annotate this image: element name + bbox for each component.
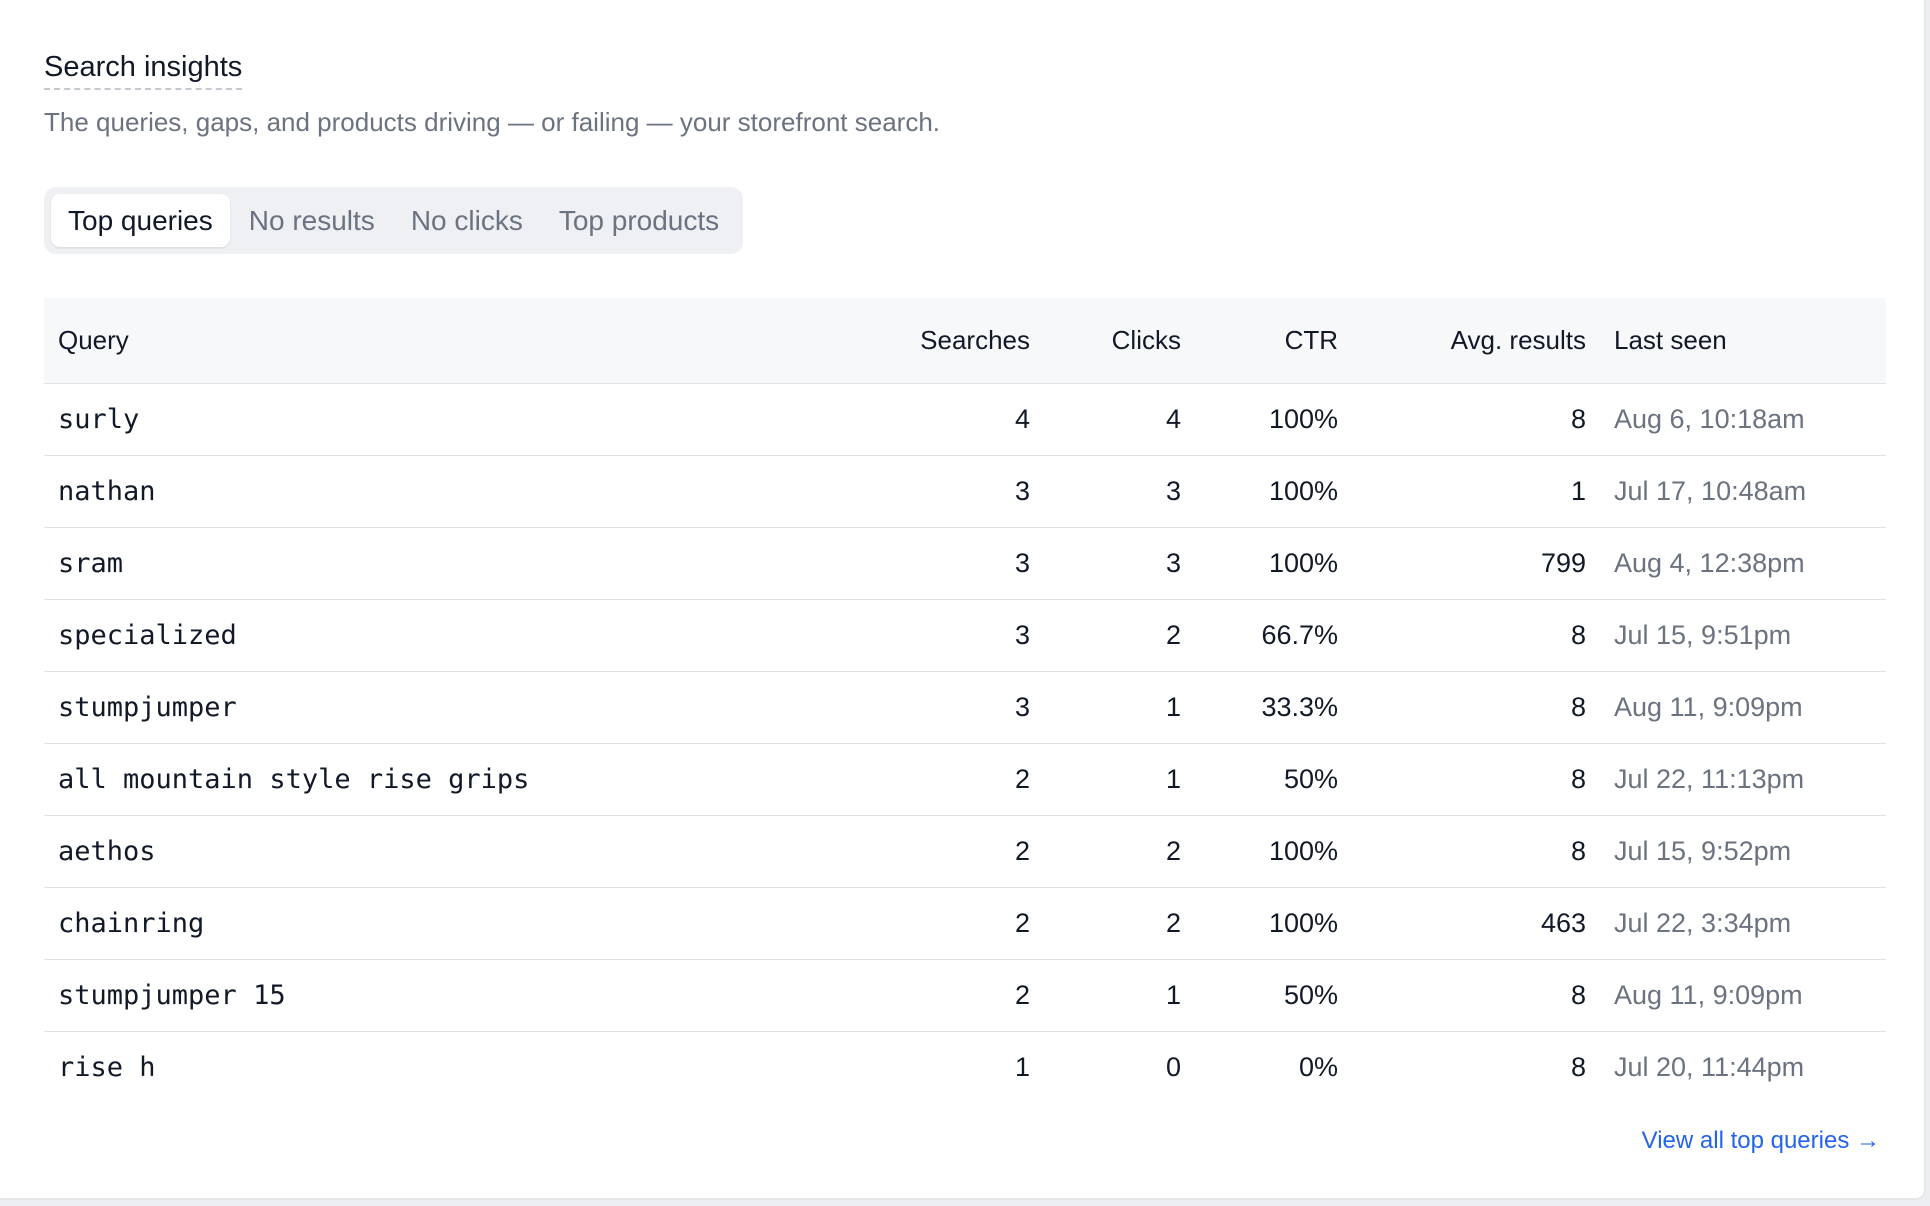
ctr-cell: 100% bbox=[1195, 887, 1352, 960]
searches-cell: 3 bbox=[813, 455, 1044, 528]
query-cell: specialized bbox=[44, 599, 813, 672]
page-subtitle: The queries, gaps, and products driving … bbox=[44, 107, 940, 137]
ctr-cell: 50% bbox=[1195, 959, 1352, 1032]
searches-cell: 2 bbox=[813, 959, 1044, 1032]
table-row[interactable]: aethos 2 2 100% 8 Jul 15, 9:52pm bbox=[44, 815, 1886, 888]
table-row[interactable]: surly 4 4 100% 8 Aug 6, 10:18am bbox=[44, 383, 1886, 456]
top-queries-table: Query Searches Clicks CTR Avg. results L… bbox=[44, 298, 1886, 1103]
searches-cell: 2 bbox=[813, 887, 1044, 960]
searches-cell: 3 bbox=[813, 527, 1044, 600]
avg-results-cell: 8 bbox=[1352, 671, 1600, 744]
clicks-cell: 3 bbox=[1044, 455, 1195, 528]
clicks-cell: 4 bbox=[1044, 383, 1195, 456]
avg-results-cell: 463 bbox=[1352, 887, 1600, 960]
avg-results-cell: 8 bbox=[1352, 383, 1600, 456]
query-cell: aethos bbox=[44, 815, 813, 888]
clicks-cell: 2 bbox=[1044, 599, 1195, 672]
query-cell: chainring bbox=[44, 887, 813, 960]
query-cell: all mountain style rise grips bbox=[44, 743, 813, 816]
ctr-cell: 100% bbox=[1195, 527, 1352, 600]
column-header-searches[interactable]: Searches bbox=[813, 298, 1044, 384]
query-cell: nathan bbox=[44, 455, 813, 528]
searches-cell: 3 bbox=[813, 599, 1044, 672]
table-row[interactable]: stumpjumper 15 2 1 50% 8 Aug 11, 9:09pm bbox=[44, 959, 1886, 1032]
column-header-clicks[interactable]: Clicks bbox=[1044, 298, 1195, 384]
clicks-cell: 1 bbox=[1044, 959, 1195, 1032]
avg-results-cell: 8 bbox=[1352, 815, 1600, 888]
table-row[interactable]: all mountain style rise grips 2 1 50% 8 … bbox=[44, 743, 1886, 816]
table-row[interactable]: rise h 1 0 0% 8 Jul 20, 11:44pm bbox=[44, 1031, 1886, 1103]
column-header-last-seen[interactable]: Last seen bbox=[1600, 298, 1886, 384]
ctr-cell: 50% bbox=[1195, 743, 1352, 816]
ctr-cell: 100% bbox=[1195, 383, 1352, 456]
searches-cell: 2 bbox=[813, 743, 1044, 816]
last-seen-cell: Aug 6, 10:18am bbox=[1600, 383, 1886, 456]
tab-top-queries[interactable]: Top queries bbox=[51, 194, 230, 247]
searches-cell: 4 bbox=[813, 383, 1044, 456]
avg-results-cell: 8 bbox=[1352, 599, 1600, 672]
table-header-row: Query Searches Clicks CTR Avg. results L… bbox=[44, 298, 1886, 384]
ctr-cell: 0% bbox=[1298, 1051, 1338, 1082]
clicks-cell: 2 bbox=[1044, 815, 1195, 888]
avg-results-cell: 8 bbox=[1570, 1051, 1586, 1082]
searches-cell: 3 bbox=[813, 671, 1044, 744]
last-seen-cell: Aug 4, 12:38pm bbox=[1600, 527, 1886, 600]
tab-no-clicks[interactable]: No clicks bbox=[410, 205, 523, 236]
last-seen-cell: Jul 17, 10:48am bbox=[1600, 455, 1886, 528]
avg-results-cell: 799 bbox=[1352, 527, 1600, 600]
avg-results-cell: 8 bbox=[1352, 959, 1600, 1032]
table-row[interactable]: nathan 3 3 100% 1 Jul 17, 10:48am bbox=[44, 455, 1886, 528]
last-seen-cell: Jul 22, 3:34pm bbox=[1600, 887, 1886, 960]
query-cell: stumpjumper 15 bbox=[44, 959, 813, 1032]
clicks-cell: 1 bbox=[1044, 671, 1195, 744]
page-title: Search insights bbox=[44, 48, 243, 90]
tab-top-products[interactable]: Top products bbox=[558, 205, 720, 236]
tab-no-results[interactable]: No results bbox=[248, 205, 375, 236]
last-seen-cell: Aug 11, 9:09pm bbox=[1600, 671, 1886, 744]
table-row[interactable]: chainring 2 2 100% 463 Jul 22, 3:34pm bbox=[44, 887, 1886, 960]
clicks-cell: 0 bbox=[1165, 1051, 1181, 1082]
searches-cell: 2 bbox=[813, 815, 1044, 888]
column-header-query[interactable]: Query bbox=[44, 298, 813, 384]
last-seen-cell: Jul 15, 9:51pm bbox=[1600, 599, 1886, 672]
last-seen-cell: Aug 11, 9:09pm bbox=[1600, 959, 1886, 1032]
avg-results-cell: 8 bbox=[1352, 743, 1600, 816]
last-seen-cell: Jul 20, 11:44pm bbox=[1614, 1051, 1805, 1082]
column-header-avg-results[interactable]: Avg. results bbox=[1352, 298, 1600, 384]
table-row[interactable]: stumpjumper 3 1 33.3% 8 Aug 11, 9:09pm bbox=[44, 671, 1886, 744]
clicks-cell: 1 bbox=[1044, 743, 1195, 816]
avg-results-cell: 1 bbox=[1352, 455, 1600, 528]
view-all-top-queries-link[interactable]: View all top queries → bbox=[1641, 1127, 1880, 1154]
searches-cell: 1 bbox=[1014, 1051, 1030, 1082]
ctr-cell: 66.7% bbox=[1195, 599, 1352, 672]
table-row[interactable]: specialized 3 2 66.7% 8 Jul 15, 9:51pm bbox=[44, 599, 1886, 672]
ctr-cell: 100% bbox=[1195, 455, 1352, 528]
last-seen-cell: Jul 15, 9:52pm bbox=[1600, 815, 1886, 888]
query-cell: rise h bbox=[58, 1051, 156, 1083]
table-row[interactable]: sram 3 3 100% 799 Aug 4, 12:38pm bbox=[44, 527, 1886, 600]
ctr-cell: 100% bbox=[1195, 815, 1352, 888]
ctr-cell: 33.3% bbox=[1195, 671, 1352, 744]
clicks-cell: 3 bbox=[1044, 527, 1195, 600]
column-header-ctr[interactable]: CTR bbox=[1195, 298, 1352, 384]
query-cell: stumpjumper bbox=[44, 671, 813, 744]
query-cell: surly bbox=[44, 383, 813, 456]
last-seen-cell: Jul 22, 11:13pm bbox=[1600, 743, 1886, 816]
clicks-cell: 2 bbox=[1044, 887, 1195, 960]
tab-bar: Top queries No results No clicks Top pro… bbox=[44, 187, 744, 254]
query-cell: sram bbox=[44, 527, 813, 600]
